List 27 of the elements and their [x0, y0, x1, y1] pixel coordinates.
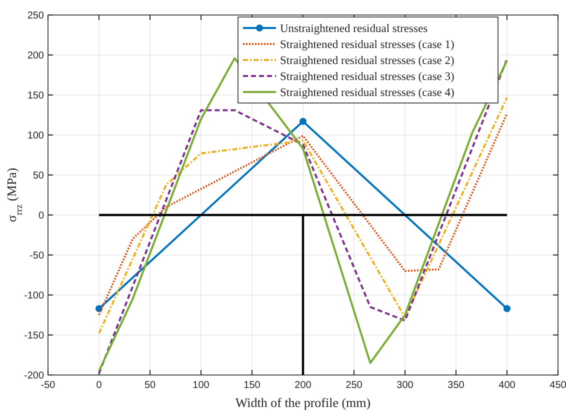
- legend-label: Straightened residual stresses (case 2): [280, 55, 455, 67]
- y-tick-label: -150: [24, 330, 44, 342]
- x-tick-label: 200: [294, 380, 312, 391]
- legend-label: Straightened residual stresses (case 4): [280, 87, 455, 99]
- y-tick-label: 200: [27, 50, 44, 62]
- y-tick-label: 250: [27, 10, 44, 22]
- y-tick-label: -50: [30, 250, 44, 262]
- y-tick-label: -200: [24, 370, 44, 382]
- y-tick-label: 100: [27, 130, 44, 142]
- y-tick-label: -100: [24, 290, 44, 302]
- y-tick-label: 150: [27, 90, 44, 102]
- x-tick-label: 150: [244, 380, 261, 391]
- x-tick-label: 0: [96, 380, 102, 391]
- x-tick-label: 300: [396, 380, 414, 391]
- x-tick-label: 350: [448, 380, 465, 391]
- y-tick-label: 50: [32, 170, 44, 182]
- x-tick-label: 100: [192, 380, 210, 391]
- legend-label: Unstraightened residual stresses: [280, 23, 428, 35]
- x-tick-label: 400: [498, 380, 516, 391]
- y-tick-label: 0: [38, 210, 44, 222]
- legend-label: Straightened residual stresses (case 3): [280, 71, 455, 83]
- x-tick-label: -50: [40, 380, 56, 391]
- x-tick-label: 50: [144, 380, 156, 391]
- x-tick-label: 450: [550, 380, 566, 391]
- x-axis-title: Width of the profile (mm): [235, 395, 371, 410]
- legend-label: Straightened residual stresses (case 1): [280, 39, 455, 51]
- x-tick-label: 250: [346, 380, 363, 391]
